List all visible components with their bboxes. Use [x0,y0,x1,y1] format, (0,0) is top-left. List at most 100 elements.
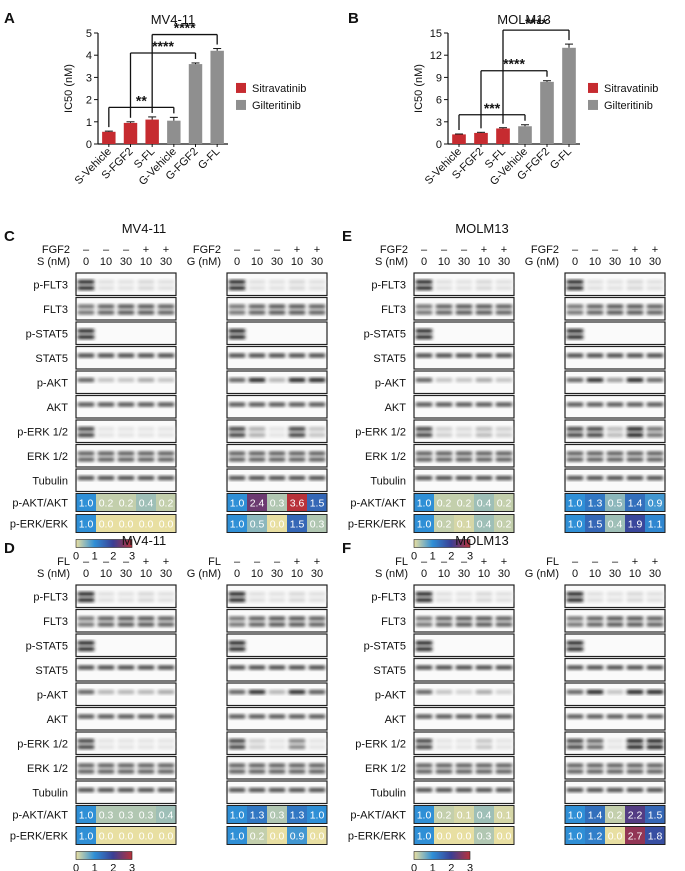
blot-strip [75,443,177,468]
band [606,745,624,749]
band [137,304,155,309]
ratio-value: 1.0 [568,519,583,531]
band [308,745,326,749]
band [248,769,266,774]
band [97,304,115,309]
blot-strip [413,370,515,395]
band [606,427,624,431]
blot-strip [226,633,328,658]
band [626,304,644,309]
band [586,788,604,792]
band [606,310,624,315]
colorbar [413,851,471,860]
bar-S-FGF2 [474,132,488,144]
band [415,457,433,462]
x-tick-label: G-FL [196,146,222,172]
band [157,745,175,749]
band [586,745,604,749]
band [475,353,493,358]
band [455,598,473,602]
band [435,427,453,431]
blot-label: ERK 1/2 [27,763,68,775]
band [415,329,433,333]
ratio-cell [76,514,96,533]
band [646,788,664,792]
band [77,763,95,768]
blot-label: p-ERK 1/2 [355,738,406,750]
band [495,402,513,407]
band [117,280,135,284]
band [77,647,95,651]
legend-swatch-gilteritinib [588,99,598,110]
ratio-cell [307,514,327,533]
band [586,598,604,602]
legend-label-gilteritinib: Gilteritinib [604,100,653,112]
dose-value: 30 [498,256,510,268]
band [566,280,584,284]
ratio-value: 1.1 [648,519,663,531]
band [626,451,644,456]
ratio-value: 0.4 [608,519,623,531]
blot-strip [413,706,515,731]
band [157,616,175,621]
ratio-cell [414,805,434,824]
drug-label: G (nM) [187,568,221,580]
ligand-sign: + [632,244,638,256]
ratio-cell [156,493,176,512]
band [646,616,664,621]
band [646,433,664,437]
ratio-value: 0.0 [139,831,154,843]
ratio-value: 1.0 [568,498,583,510]
band [117,310,135,315]
band [228,739,246,743]
band [228,592,246,596]
band [137,690,155,694]
ratio-cell [247,805,267,824]
panel-letter: F [342,540,351,557]
ratio-value: 0.3 [270,810,285,822]
band [435,622,453,627]
ratio-value: 1.3 [290,810,305,822]
blot-strip [413,345,515,370]
bar-S-FL [145,119,159,144]
chart-title: MOLM13 [497,12,550,27]
band [157,304,175,309]
blot-label: p-ERK 1/2 [17,426,68,438]
band [268,616,286,621]
ratio-value: 1.4 [588,810,603,822]
colorbar-tick: 2 [448,863,454,871]
blot-label: ERK 1/2 [365,763,406,775]
ratio-value: 0.0 [159,831,174,843]
legend-label-sitravatinib: Sitravatinib [252,83,306,95]
ratio-cell [454,514,474,533]
band [157,665,175,670]
band [495,451,513,456]
band [495,739,513,743]
band [435,739,453,743]
legend-swatch-sitravatinib [588,82,598,93]
band [288,690,306,694]
ligand-sign: – [83,556,90,568]
dose-value: 0 [572,256,578,268]
band [77,592,95,596]
band [475,286,493,290]
band [586,280,604,284]
band [157,451,175,456]
band [415,378,433,382]
blot-strip [75,633,177,658]
ratio-value: 0.3 [139,810,154,822]
band [288,378,306,382]
band [117,304,135,309]
ratio-value: 0.0 [310,831,325,843]
blot-label: p-FLT3 [371,591,406,603]
blot-strip [413,755,515,780]
band [137,451,155,456]
band [586,616,604,621]
ratio-cell [474,805,494,824]
band [117,788,135,792]
ratio-value: 0.4 [477,810,492,822]
blot-strip [564,780,666,805]
ratio-label: p-ERK/ERK [348,831,407,843]
band [137,402,155,407]
ratio-cell [605,805,625,824]
